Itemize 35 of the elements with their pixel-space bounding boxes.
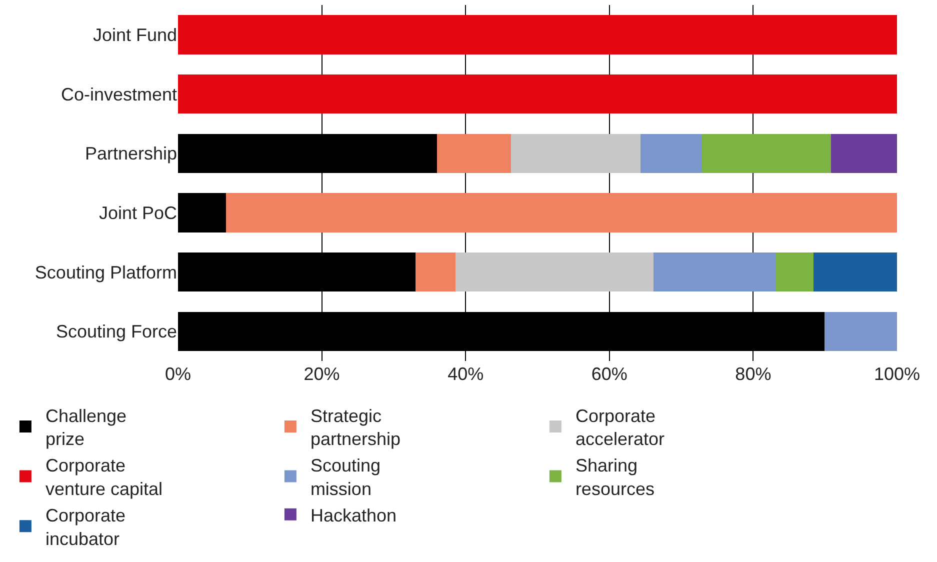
- legend-label: Strategic partnership: [310, 406, 401, 450]
- bar: [178, 193, 226, 232]
- bar: [814, 252, 897, 292]
- legend-label: Corporate venture capital: [45, 456, 163, 500]
- bar: [436, 134, 511, 173]
- y-tick-label: Scouting Platform: [34, 262, 177, 282]
- y-tick-label: Scouting Force: [56, 322, 177, 342]
- bar: [830, 134, 897, 173]
- bar: [701, 134, 831, 173]
- bar: [653, 252, 776, 292]
- y-tick-label: Co-investment: [60, 84, 177, 104]
- y-tick-label: Joint PoC: [98, 202, 177, 223]
- bar: [178, 74, 897, 114]
- legend-label: Corporate accelerator: [575, 406, 664, 450]
- bar: [510, 134, 640, 173]
- legend-label: Challenge prize: [45, 406, 126, 450]
- bar: [776, 252, 814, 292]
- x-tick-label: 80%: [735, 364, 772, 384]
- x-tick-label: 20%: [304, 364, 340, 384]
- y-tick-label: Partnership: [84, 144, 177, 164]
- bar: [824, 312, 897, 351]
- legend-label: Corporate incubator: [45, 505, 126, 549]
- x-tick-label: 100%: [874, 364, 920, 384]
- legend-label: Hackathon: [310, 505, 397, 526]
- x-tick-label: 60%: [591, 364, 628, 384]
- bar: [226, 193, 897, 232]
- y-tick-label: Joint Fund: [92, 24, 177, 45]
- x-tick-label: 0%: [164, 364, 192, 384]
- bar: [178, 15, 897, 54]
- legend-label: Sharing resources: [575, 456, 654, 500]
- bar: [415, 252, 456, 292]
- x-tick-label: 40%: [448, 364, 484, 384]
- bar: [456, 252, 654, 292]
- bar: [640, 134, 702, 173]
- legend-label: Scouting mission: [310, 456, 381, 500]
